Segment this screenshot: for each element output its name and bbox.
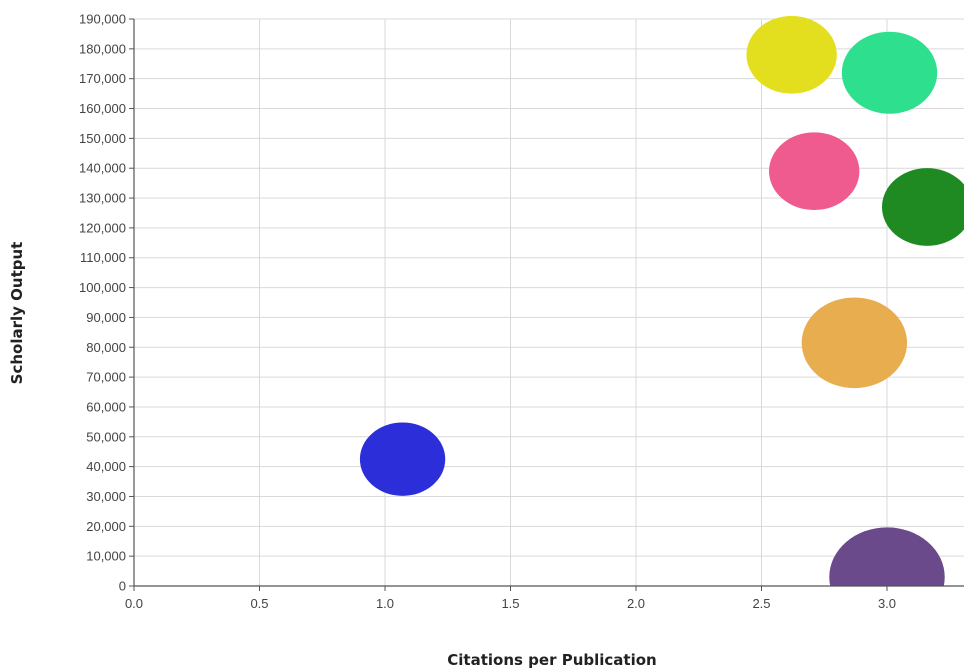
x-tick-label: 2.0	[627, 596, 645, 611]
y-tick-label: 10,000	[86, 549, 126, 564]
y-tick-label: 190,000	[79, 12, 126, 27]
bubble-point[interactable]	[746, 15, 837, 94]
y-tick-label: 120,000	[79, 220, 126, 235]
y-axis-title: Scholarly Output	[8, 242, 26, 385]
y-tick-label: 80,000	[86, 340, 126, 355]
bubble-series	[359, 15, 964, 626]
y-tick-label: 30,000	[86, 489, 126, 504]
y-tick-label: 90,000	[86, 310, 126, 325]
y-tick-label: 150,000	[79, 131, 126, 146]
y-tick-label: 140,000	[79, 161, 126, 176]
y-tick-label: 160,000	[79, 101, 126, 116]
x-tick-label: 0.5	[250, 596, 268, 611]
y-tick-label: 170,000	[79, 71, 126, 86]
bubble-point[interactable]	[359, 422, 446, 496]
x-axis-ticks: 0.0 0.5 1.0 1.5 2.0 2.5 3.0	[125, 586, 896, 611]
x-tick-label: 0.0	[125, 596, 143, 611]
bubble-point[interactable]	[801, 297, 908, 389]
y-tick-label: 110,000	[80, 250, 126, 265]
y-tick-label: 50,000	[86, 429, 126, 444]
y-axis-ticks: 0 10,000 20,000 30,000 40,000 50,000 60,000 70,…	[79, 12, 134, 594]
y-tick-label: 100,000	[79, 280, 126, 295]
y-tick-label: 130,000	[79, 191, 126, 206]
x-tick-label: 1.5	[501, 596, 519, 611]
x-tick-label: 3.0	[878, 596, 896, 611]
x-tick-label: 2.5	[752, 596, 770, 611]
y-tick-label: 40,000	[86, 459, 126, 474]
y-tick-label: 180,000	[79, 41, 126, 56]
x-axis-title: Citations per Publication	[447, 651, 656, 669]
axes	[133, 19, 964, 587]
y-tick-label: 20,000	[86, 519, 126, 534]
bubble-point[interactable]	[829, 527, 945, 626]
y-tick-label: 0	[119, 579, 126, 594]
bubble-point[interactable]	[881, 168, 964, 246]
bubble-point[interactable]	[769, 132, 860, 211]
x-tick-label: 1.0	[376, 596, 394, 611]
y-tick-label: 70,000	[86, 370, 126, 385]
y-tick-label: 60,000	[86, 399, 126, 414]
bubble-point[interactable]	[841, 31, 938, 114]
